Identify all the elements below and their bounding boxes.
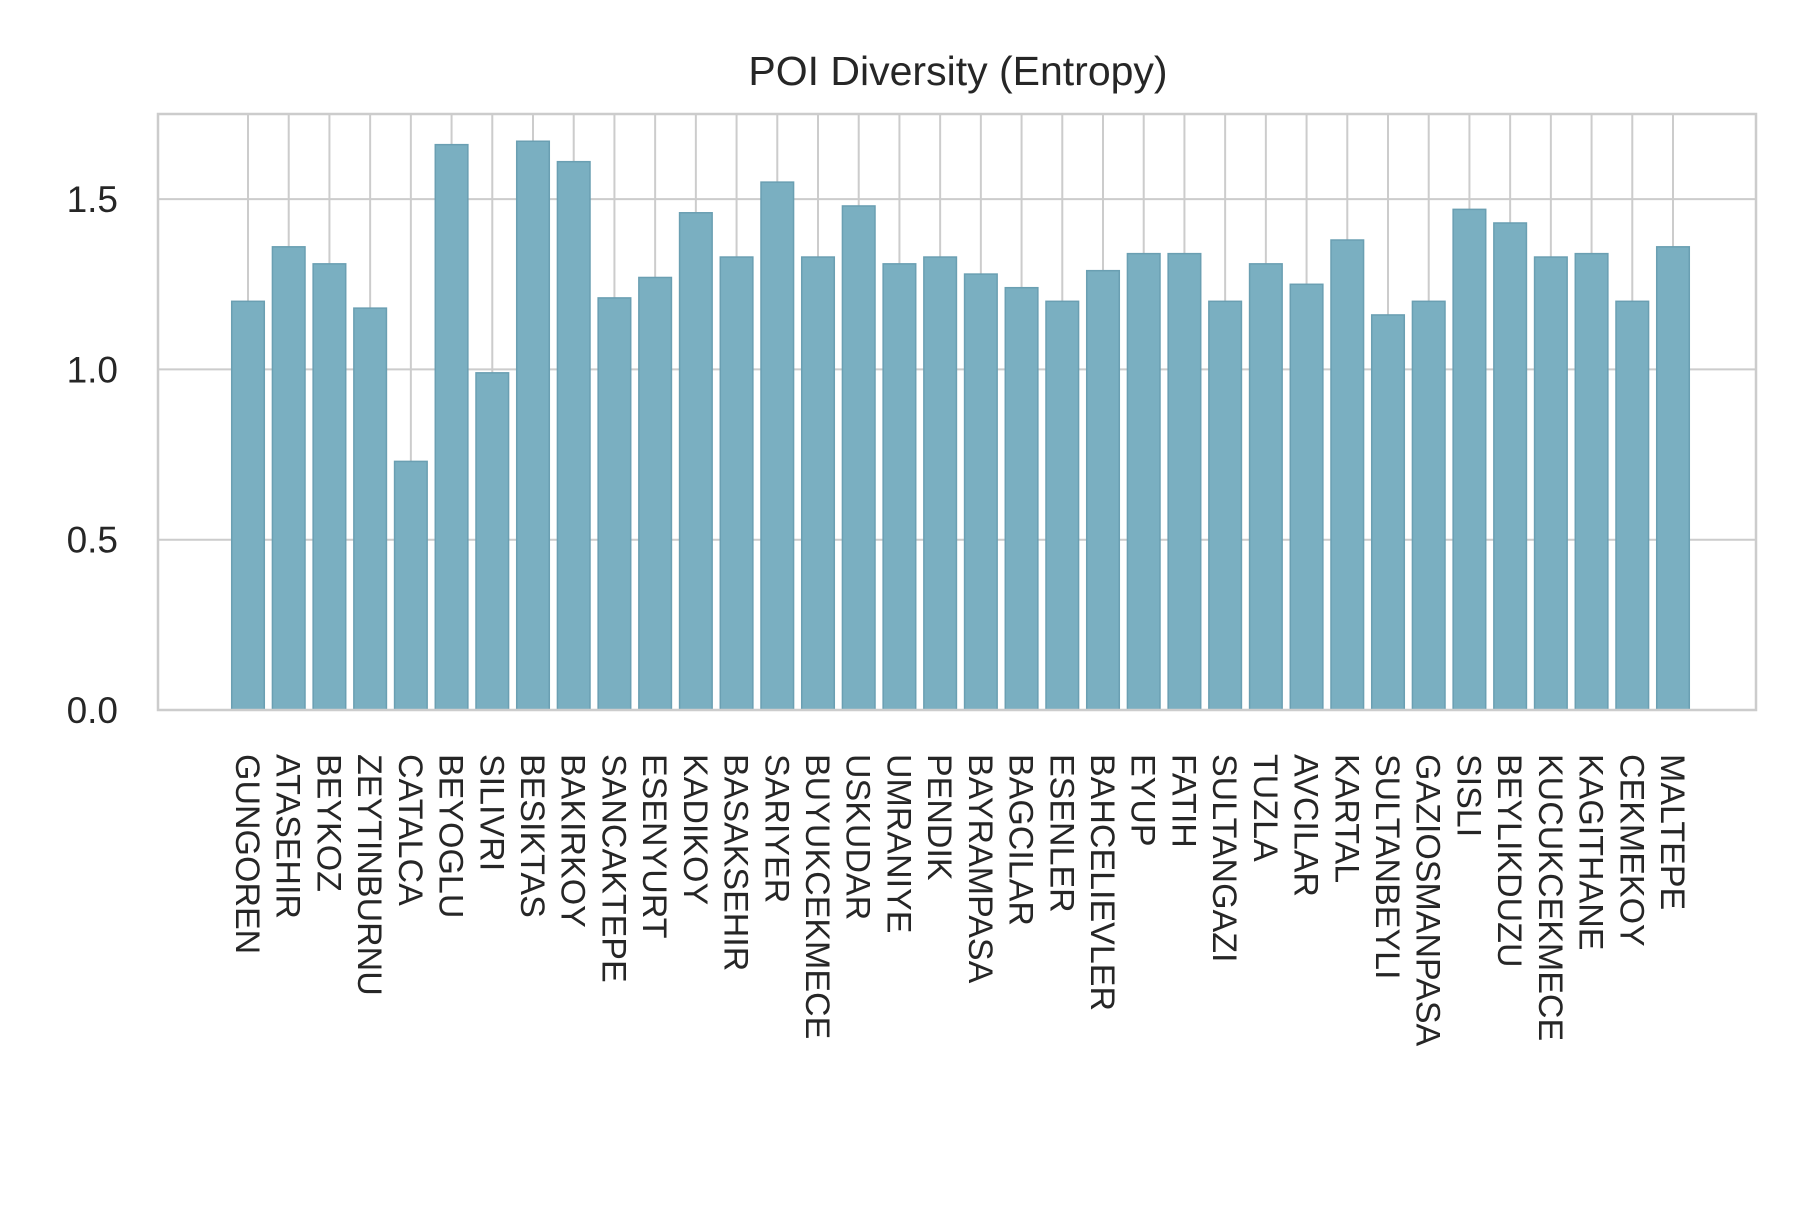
bar-cekmekoy (1615, 300, 1650, 711)
bar-sariyer (760, 181, 795, 711)
x-tick-label: CATALCA (391, 754, 429, 906)
x-tick-label: ATASEHIR (269, 754, 307, 919)
bar-esenyurt (638, 276, 673, 711)
x-tick-label: KARTAL (1327, 754, 1365, 883)
x-tick-label: SULTANBEYLI (1368, 754, 1406, 979)
bar-tuzla (1248, 263, 1283, 711)
bar-catalca (393, 460, 428, 711)
x-tick-label: BUYUKCEKMECE (798, 754, 836, 1039)
x-tick-label: UMRANIYE (879, 754, 917, 933)
bar-beykoz (312, 263, 347, 711)
x-tick-label: FATIH (1164, 754, 1202, 848)
x-tick-label: PENDIK (920, 754, 958, 881)
y-tick-label: 0.0 (67, 690, 118, 731)
x-tick-label: BAYRAMPASA (961, 754, 999, 984)
bar-bahcelievler (1085, 269, 1121, 711)
bar-bagcilar (1004, 286, 1039, 711)
bar-uskudar (841, 205, 876, 711)
x-tick-label: BEYLIKDUZU (1490, 754, 1528, 968)
x-tick-label: BAHCELIEVLER (1083, 754, 1121, 1011)
bar-bayrampasa (963, 273, 998, 711)
bar-esenler (1045, 300, 1080, 711)
x-tick-label: MALTEPE (1653, 754, 1691, 910)
bar-avcilar (1289, 283, 1324, 711)
x-tick-label: BASAKSEHIR (717, 754, 755, 971)
x-tick-label: ESENYURT (635, 754, 673, 939)
bar-sancaktepe (597, 297, 632, 711)
x-tick-label: KAGITHANE (1572, 754, 1610, 950)
bar-fatih (1167, 252, 1202, 711)
y-axis-ticks: 0.0 0.5 1.0 1.5 (67, 179, 118, 731)
x-tick-label: SILIVRI (472, 754, 510, 871)
x-tick-label: BEYOGLU (432, 754, 470, 918)
x-tick-label: BEYKOZ (309, 754, 347, 892)
bar-kadikoy (678, 212, 713, 711)
y-tick-label: 1.0 (67, 349, 118, 390)
bar-silivri (475, 372, 510, 711)
x-axis-ticks: GUNGOREN ATASEHIR BEYKOZ ZEYTINBURNU CATALCA… (228, 754, 1691, 1047)
plot-frame (156, 112, 1758, 712)
x-tick-label: BAKIRKOY (554, 754, 592, 928)
x-tick-label: BESIKTAS (513, 754, 551, 918)
chart-title: POI Diversity (Entropy) (748, 48, 1167, 94)
bar-umraniye (882, 263, 917, 711)
bar-zeytinburnu (353, 307, 388, 711)
x-tick-label: SULTANGAZI (1205, 754, 1243, 962)
bar-beylikduzu (1493, 222, 1528, 711)
bar-kagithane (1574, 252, 1609, 711)
bar-gaziosmanpasa (1411, 300, 1446, 711)
bar-eyup (1126, 252, 1161, 711)
bar-kucukcekmece (1533, 256, 1568, 711)
bar-besiktas (515, 140, 551, 711)
x-tick-label: USKUDAR (839, 754, 877, 920)
bar-sultanbeyli (1370, 314, 1406, 711)
x-tick-label: ESENLER (1042, 754, 1080, 913)
bars (230, 140, 1691, 711)
x-tick-label: KADIKOY (676, 754, 714, 905)
bar-sisli (1452, 208, 1487, 711)
y-tick-label: 1.5 (67, 179, 118, 220)
x-tick-label: CEKMEKOY (1612, 754, 1650, 947)
x-tick-label: ZEYTINBURNU (350, 754, 388, 996)
bar-kartal (1330, 239, 1365, 711)
x-tick-label: SANCAKTEPE (594, 754, 632, 983)
x-tick-label: KUCUKCEKMECE (1531, 754, 1569, 1041)
x-tick-label: AVCILAR (1287, 754, 1325, 897)
x-tick-label: GAZIOSMANPASA (1409, 754, 1447, 1047)
x-tick-label: GUNGOREN (228, 754, 266, 954)
bar-pendik (923, 256, 958, 711)
bar-maltepe (1655, 246, 1691, 711)
x-tick-label: BAGCILAR (1002, 754, 1040, 926)
x-tick-label: SARIYER (757, 754, 795, 903)
bar-gungoren (230, 300, 266, 711)
bar-beyoglu (434, 143, 469, 711)
bar-buyukcekmece (800, 256, 836, 711)
bar-atasehir (271, 246, 306, 711)
bar-bakirkoy (556, 160, 591, 711)
bar-sultangazi (1208, 300, 1243, 711)
x-tick-label: SISLI (1449, 754, 1487, 837)
y-tick-label: 0.5 (67, 520, 118, 561)
x-tick-label: TUZLA (1246, 754, 1284, 862)
bar-basaksehir (719, 256, 754, 711)
x-tick-label: EYUP (1124, 754, 1162, 847)
